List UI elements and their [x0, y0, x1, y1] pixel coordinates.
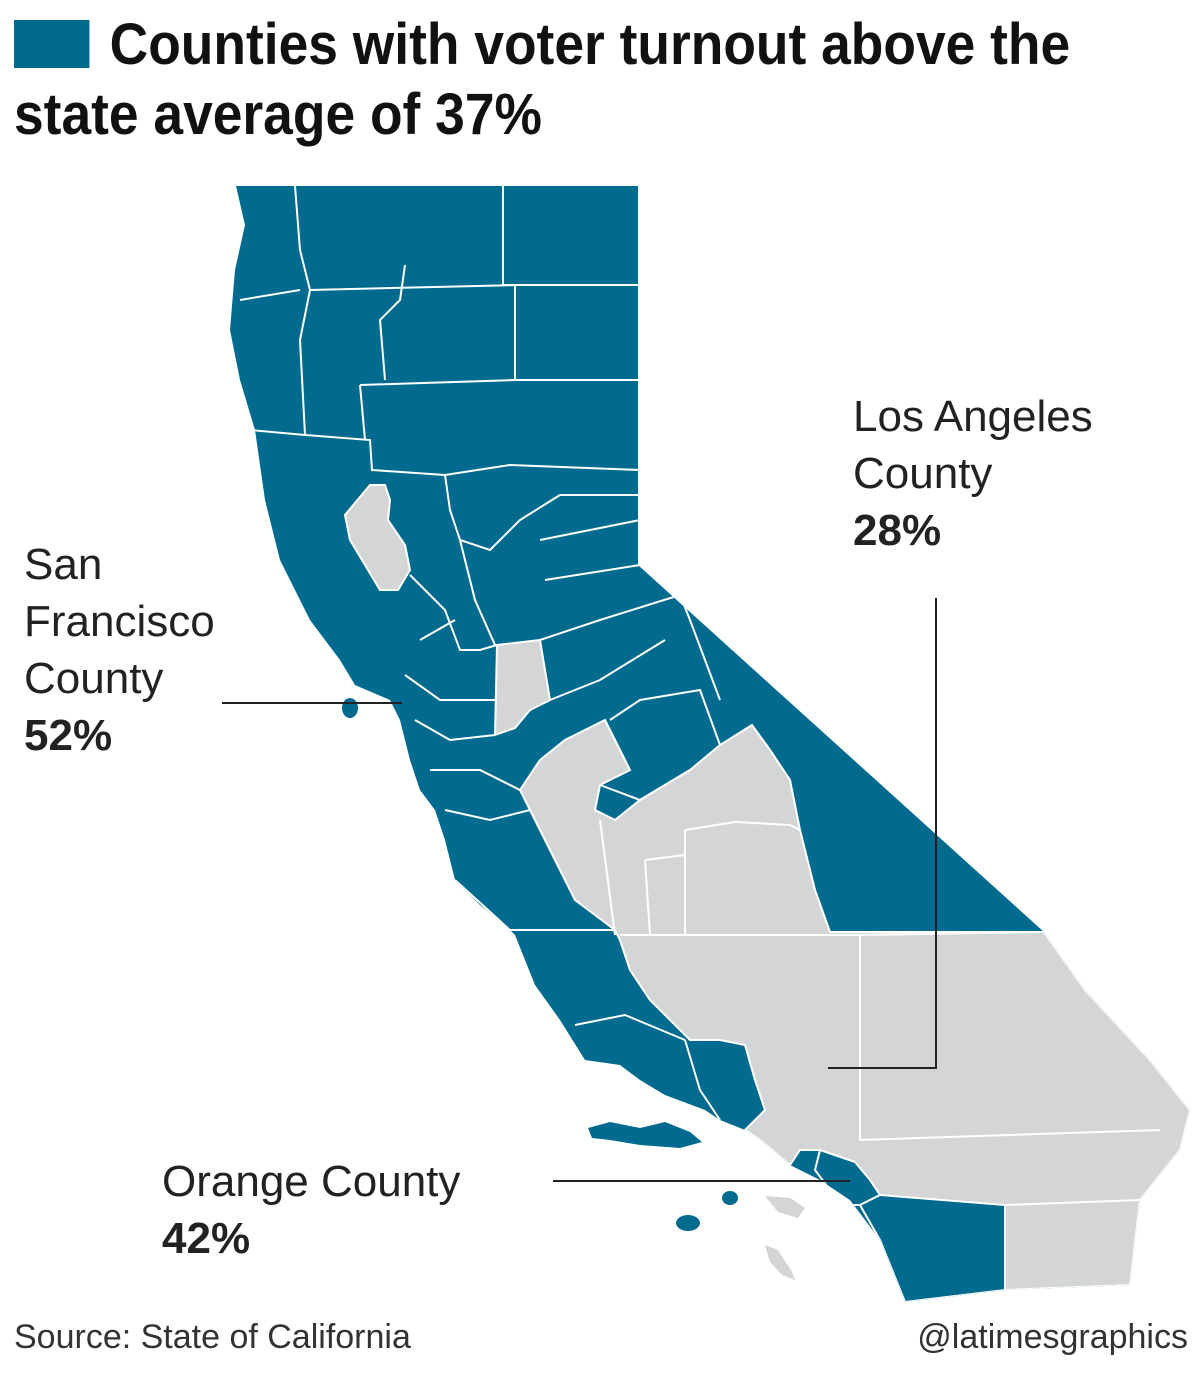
callout-orange: Orange County 42%	[162, 1153, 460, 1267]
callout-orange-value: 42%	[162, 1214, 251, 1263]
map-title: Counties with voter turnout above the st…	[14, 10, 1100, 150]
teal-county-borders	[239, 186, 761, 1141]
island-santa-catalina	[765, 1196, 805, 1218]
channel-islands	[342, 698, 805, 1280]
leader-line-los-angeles	[828, 598, 937, 1069]
legend-swatch-above-average	[14, 20, 90, 68]
island-santa-cruz	[588, 1122, 702, 1148]
island-santa-barbara	[722, 1191, 738, 1205]
leader-lines	[222, 598, 937, 1182]
island-farallon	[342, 698, 358, 718]
gray-county-borders	[599, 819, 1161, 1206]
title-text: Counties with voter turnout above the st…	[14, 12, 1071, 147]
source-note: Source: State of California	[14, 1318, 411, 1356]
county-lake	[343, 484, 412, 591]
county-san-diego	[858, 1193, 1006, 1302]
callout-los-angeles-name-2: County	[853, 449, 993, 498]
callout-san-francisco-value: 52%	[24, 711, 113, 760]
island-san-nicolas	[676, 1215, 700, 1231]
callout-san-francisco-name-2: Francisco	[24, 597, 215, 646]
callout-san-francisco-name-3: County	[24, 654, 164, 703]
callout-los-angeles: Los Angeles County 28%	[853, 388, 1093, 559]
callout-orange-name: Orange County	[162, 1157, 461, 1206]
island-san-clemente	[765, 1245, 795, 1280]
callout-san-francisco-name-1: San	[24, 540, 103, 589]
credit-note: @latimesgraphics	[917, 1318, 1188, 1356]
callout-san-francisco: San Francisco County 52%	[24, 536, 215, 764]
callout-los-angeles-name-1: Los Angeles	[853, 392, 1093, 441]
callout-los-angeles-value: 28%	[853, 506, 942, 555]
